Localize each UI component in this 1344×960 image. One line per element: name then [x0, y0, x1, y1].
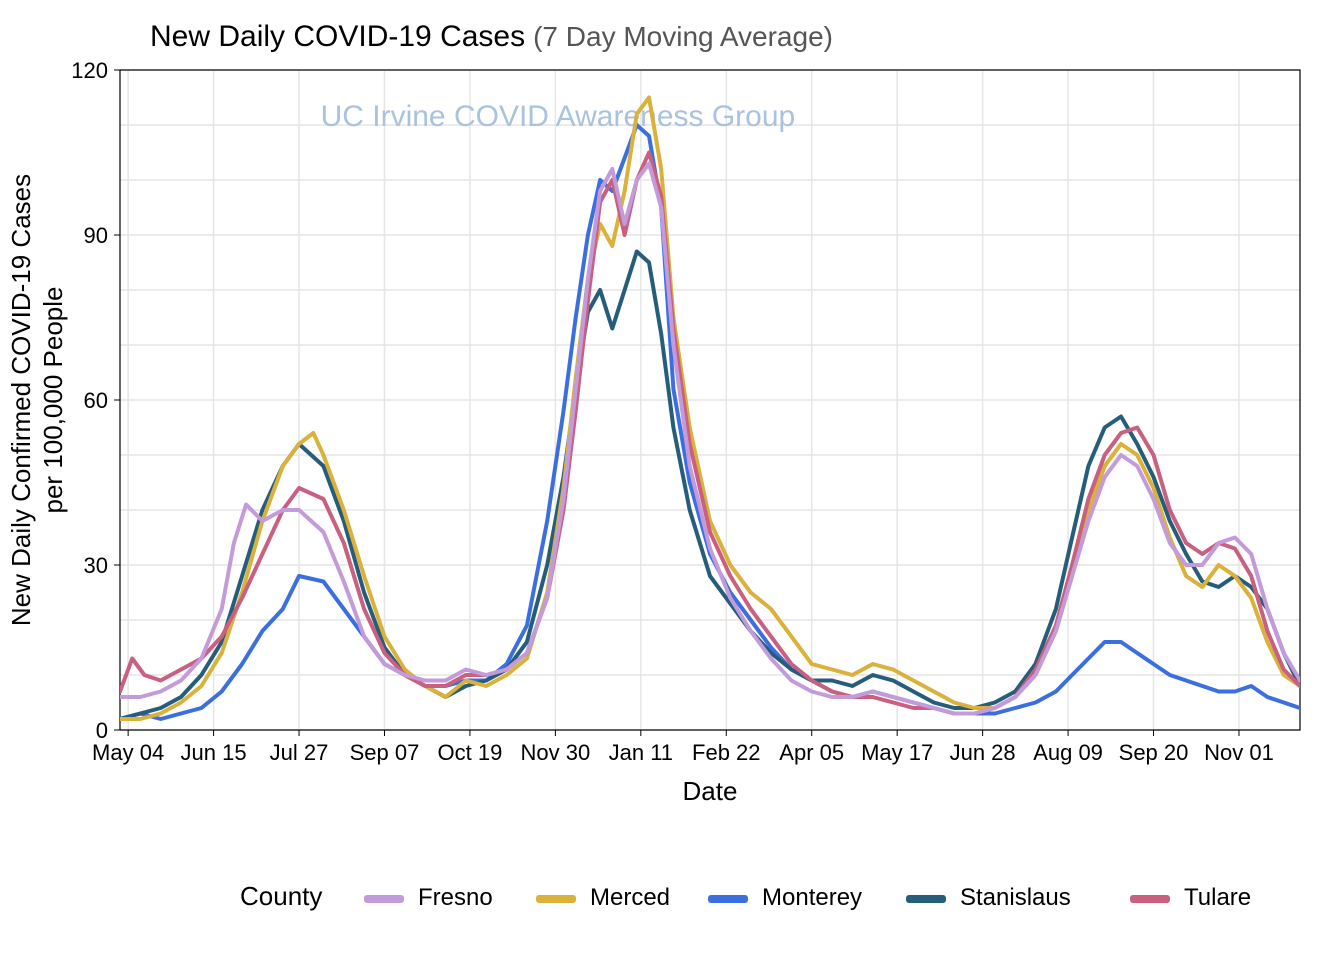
legend-swatch-tulare: [1130, 895, 1170, 903]
x-tick-label: Jun 15: [181, 740, 247, 765]
legend-label-monterey: Monterey: [762, 884, 862, 911]
x-tick-label: Oct 19: [438, 740, 503, 765]
chart-container: UC Irvine COVID Awareness Group030609012…: [0, 0, 1344, 960]
watermark-text: UC Irvine COVID Awareness Group: [321, 100, 796, 133]
svg-text:per 100,000 People: per 100,000 People: [38, 287, 68, 514]
x-axis-label: Date: [683, 776, 738, 806]
legend-label-tulare: Tulare: [1184, 884, 1251, 911]
x-tick-label: Nov 30: [521, 740, 591, 765]
chart-svg: UC Irvine COVID Awareness Group030609012…: [0, 0, 1344, 960]
legend-label-stanislaus: Stanislaus: [960, 884, 1071, 911]
legend-swatch-fresno: [364, 895, 404, 903]
chart-title: New Daily COVID-19 Cases(7 Day Moving Av…: [150, 20, 833, 53]
y-tick-label: 90: [84, 223, 108, 248]
y-tick-label: 30: [84, 553, 108, 578]
legend-label-fresno: Fresno: [418, 884, 493, 911]
x-tick-label: Sep 20: [1119, 740, 1189, 765]
x-tick-label: Sep 07: [350, 740, 420, 765]
x-tick-label: Feb 22: [692, 740, 761, 765]
legend-title: County: [240, 881, 322, 911]
legend-swatch-monterey: [708, 895, 748, 903]
x-tick-label: Apr 05: [779, 740, 844, 765]
legend-label-merced: Merced: [590, 884, 670, 911]
x-tick-label: Jan 11: [609, 740, 673, 765]
x-tick-label: Jul 27: [270, 740, 329, 765]
legend-swatch-stanislaus: [906, 895, 946, 903]
x-tick-label: Jun 28: [950, 740, 1016, 765]
x-tick-label: Aug 09: [1033, 740, 1103, 765]
svg-text:New Daily Confirmed COVID-19 C: New Daily Confirmed COVID-19 Cases: [6, 174, 36, 626]
x-tick-label: May 04: [92, 740, 164, 765]
x-tick-label: May 17: [861, 740, 933, 765]
y-tick-label: 120: [71, 58, 108, 83]
y-tick-label: 60: [84, 388, 108, 413]
x-tick-label: Nov 01: [1204, 740, 1274, 765]
legend-swatch-merced: [536, 895, 576, 903]
